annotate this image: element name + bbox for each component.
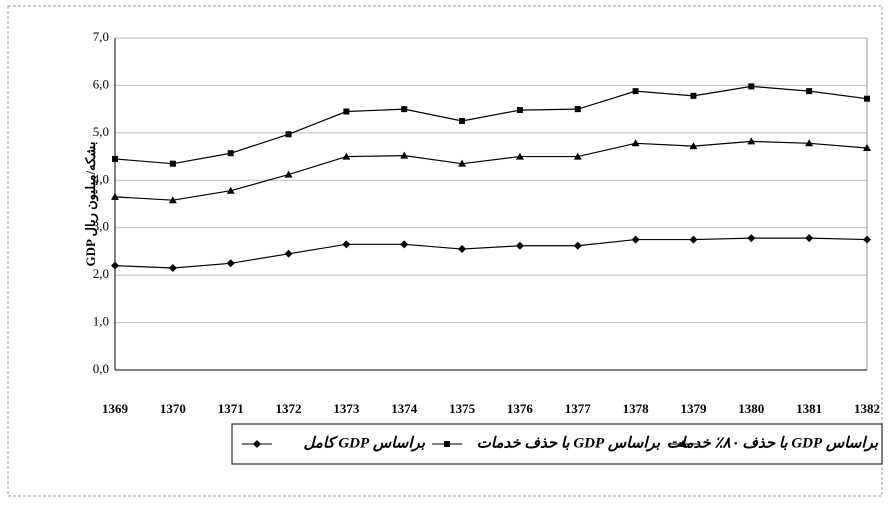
legend-label: براساس GDP با حذف ۸۰٪ خدمات	[667, 435, 879, 451]
marker	[747, 137, 756, 145]
x-tick-label: 1372	[276, 401, 302, 416]
marker	[689, 142, 698, 150]
marker	[458, 159, 467, 167]
y-tick-label: 6,0	[93, 76, 109, 91]
x-tick-label: 1371	[218, 401, 244, 416]
x-tick-label: 1378	[623, 401, 650, 416]
x-tick-label: 1377	[565, 401, 592, 416]
marker	[227, 150, 234, 157]
marker	[111, 192, 119, 200]
y-tick-label: 2,0	[93, 266, 109, 281]
marker	[168, 196, 177, 204]
x-tick-label: 1375	[449, 401, 476, 416]
legend-label: براساس GDP با حذف خدمات	[477, 435, 661, 451]
legend-box	[231, 423, 883, 465]
marker	[285, 131, 292, 138]
y-tick-label: 5,0	[93, 124, 109, 139]
y-tick-label: 0,0	[93, 361, 109, 376]
marker	[864, 95, 870, 102]
x-tick-label: 1373	[333, 401, 360, 416]
marker	[226, 186, 235, 194]
marker	[748, 83, 755, 90]
marker	[112, 155, 118, 162]
marker	[284, 249, 293, 258]
marker	[459, 118, 466, 124]
x-tick-label: 1380	[738, 401, 764, 416]
marker	[690, 92, 697, 99]
marker	[458, 245, 467, 254]
x-tick-label: 1379	[680, 401, 707, 416]
marker	[400, 151, 409, 159]
y-axis-title: GDP بشکه/میلیون ریال	[83, 142, 99, 267]
marker	[168, 264, 177, 273]
marker	[400, 240, 409, 249]
marker	[747, 234, 756, 243]
marker	[401, 106, 408, 113]
series-line	[114, 140, 868, 201]
marker	[805, 139, 814, 147]
y-tick-label: 3,0	[93, 219, 109, 234]
marker	[631, 139, 640, 147]
legend-marker	[444, 441, 450, 447]
y-tick-label: 7,0	[93, 29, 109, 44]
x-tick-label: 1381	[796, 401, 822, 416]
marker	[806, 88, 813, 95]
chart-frame	[7, 5, 883, 497]
marker	[342, 152, 351, 160]
marker	[516, 107, 523, 114]
marker	[515, 152, 524, 160]
marker	[574, 106, 581, 113]
marker	[632, 88, 639, 95]
legend-marker	[679, 440, 687, 447]
marker	[284, 170, 293, 178]
marker	[343, 108, 350, 115]
marker	[573, 241, 582, 250]
marker	[111, 261, 119, 270]
series-line	[114, 237, 868, 269]
series-line	[114, 85, 868, 165]
marker	[515, 241, 524, 250]
x-tick-label: 1374	[391, 401, 418, 416]
y-tick-label: 4,0	[93, 171, 109, 186]
x-tick-label: 1382	[854, 401, 880, 416]
x-tick-label: 1376	[507, 401, 534, 416]
marker	[805, 234, 814, 243]
marker	[573, 152, 582, 160]
marker	[689, 235, 698, 244]
y-tick-label: 1,0	[93, 314, 109, 329]
x-tick-label: 1370	[160, 401, 186, 416]
marker	[863, 144, 871, 152]
marker	[863, 235, 871, 244]
marker	[342, 240, 351, 249]
marker	[169, 160, 176, 167]
marker	[226, 259, 235, 268]
x-tick-label: 1369	[102, 401, 129, 416]
legend-label: براساس GDP کامل	[303, 435, 425, 451]
marker	[631, 235, 640, 244]
legend-marker	[253, 440, 261, 448]
